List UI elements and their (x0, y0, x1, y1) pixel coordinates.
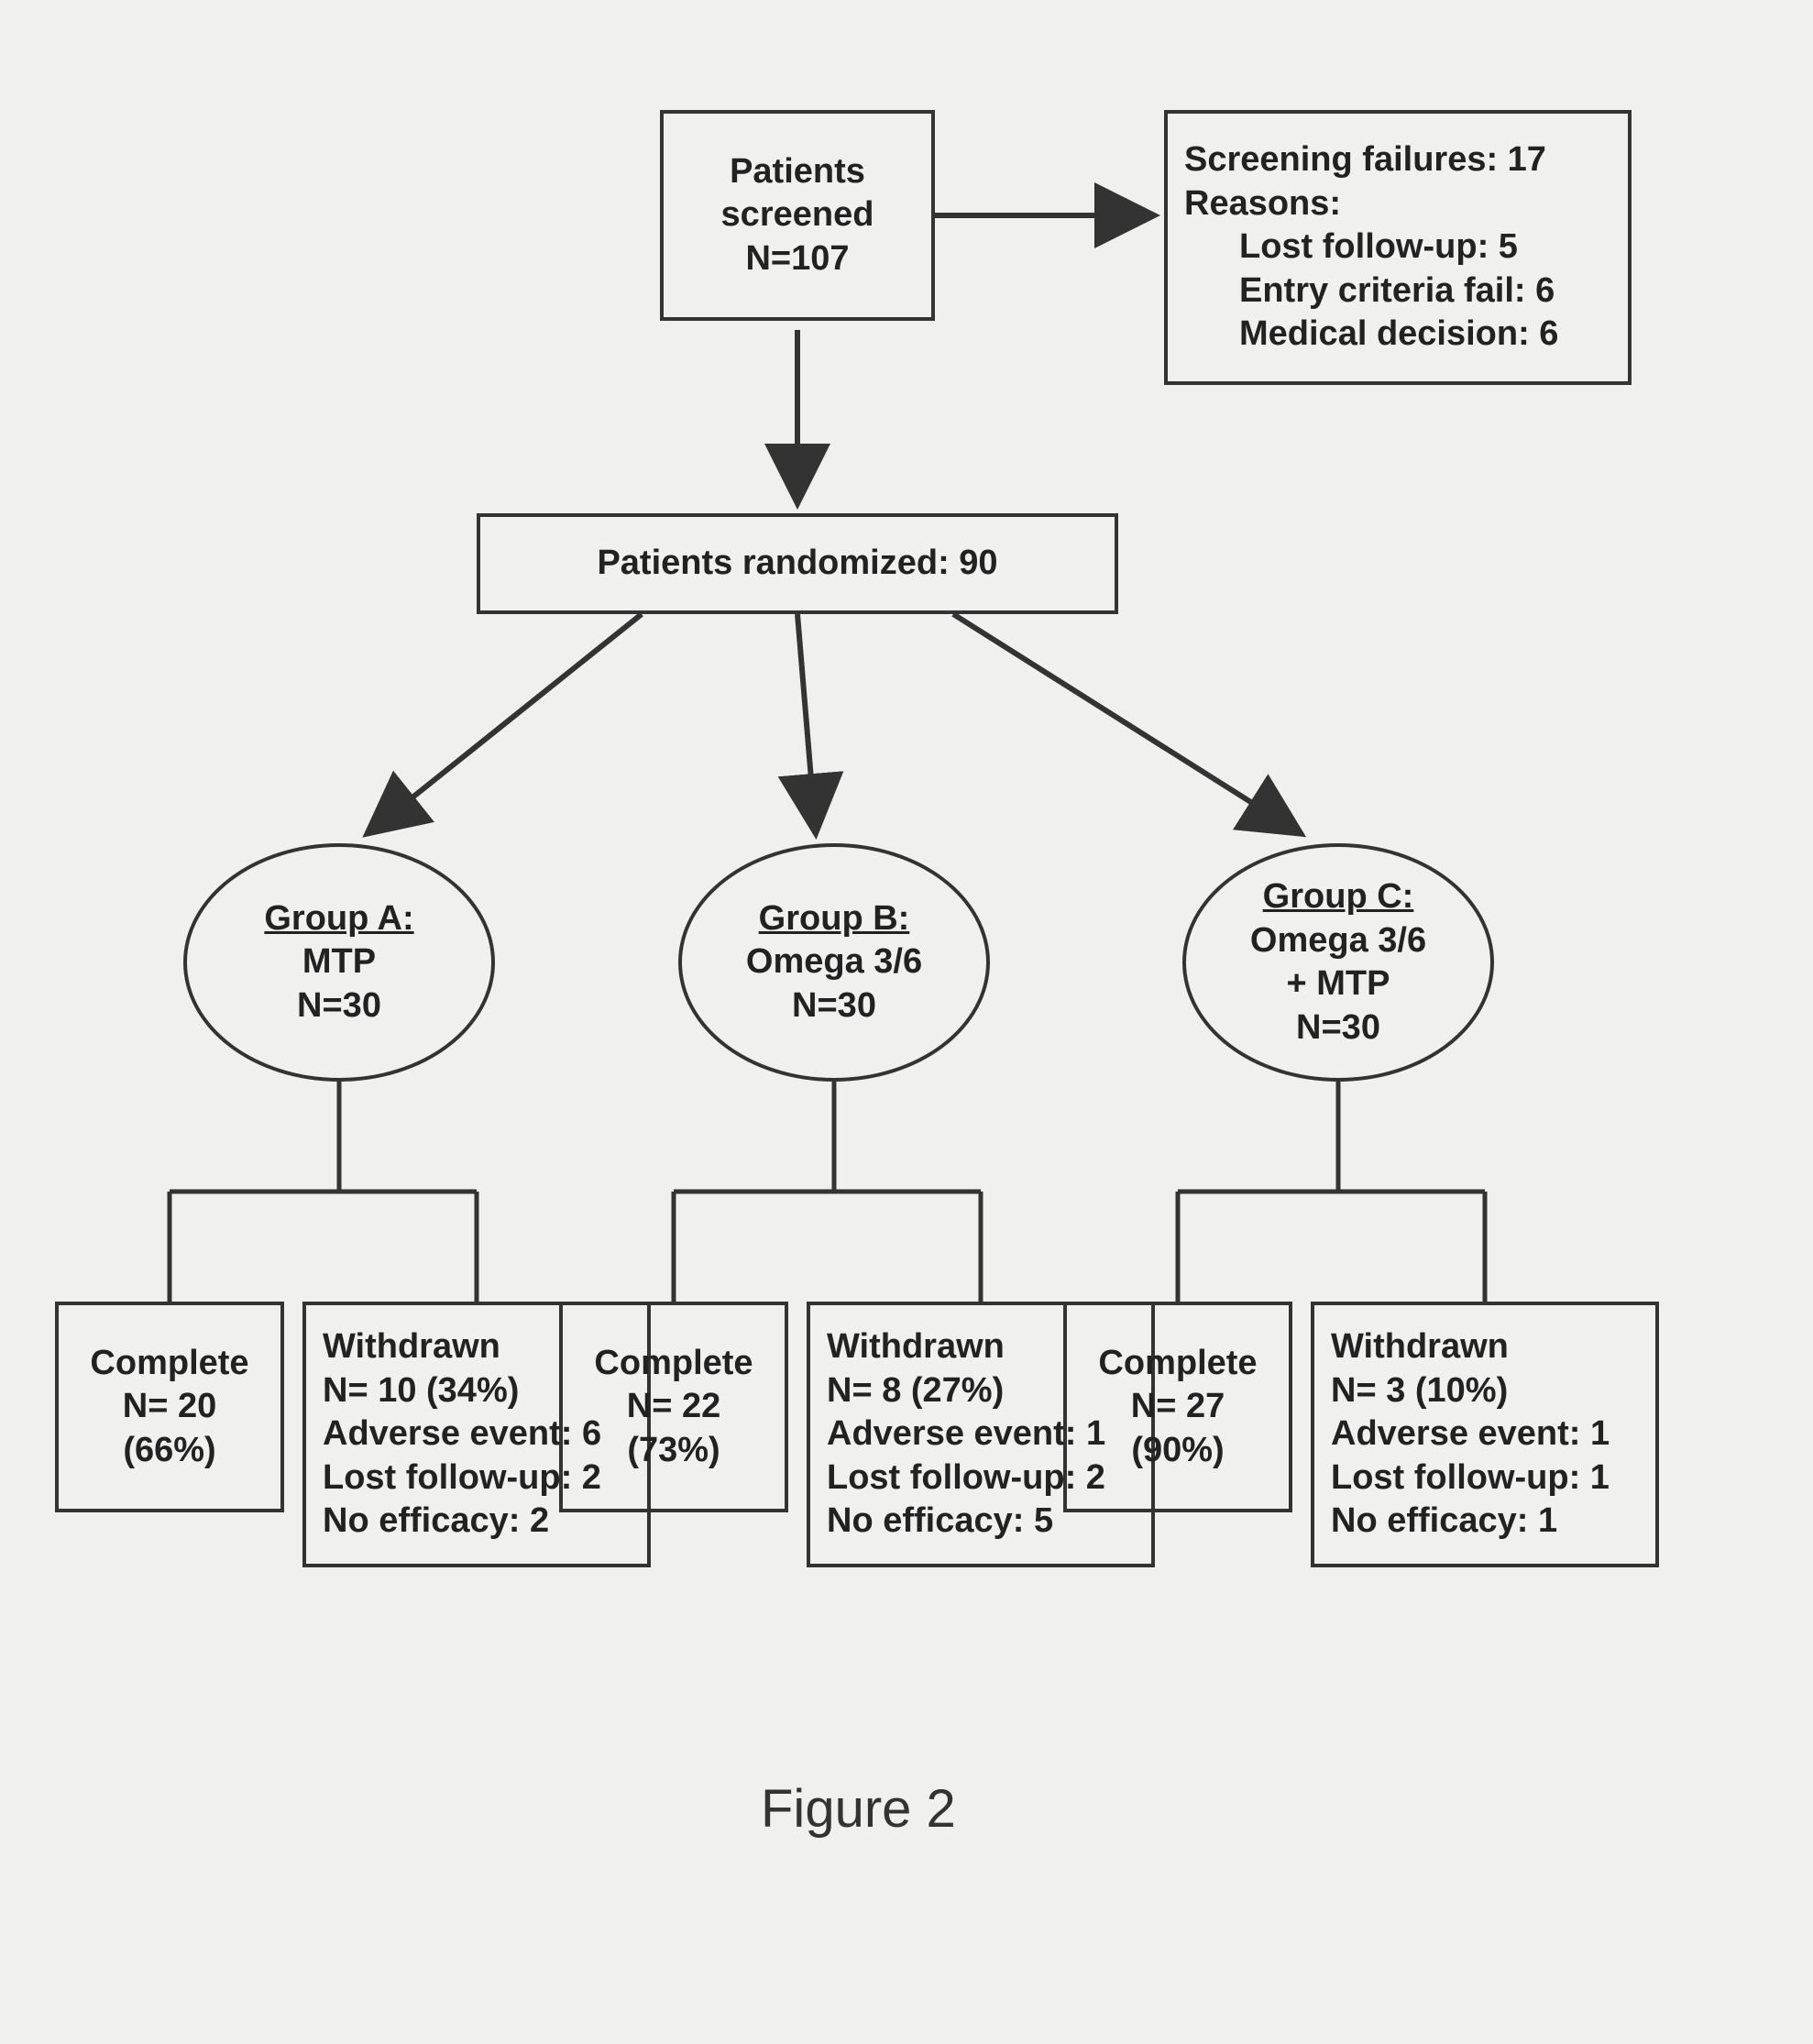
group-c-complete-box: Complete N= 27 (90%) (1063, 1302, 1292, 1512)
text: N= 27 (1131, 1385, 1225, 1429)
group-b-complete-box: Complete N= 22 (73%) (559, 1302, 788, 1512)
text: Complete (90, 1342, 248, 1386)
group-c-ellipse: Group C: Omega 3/6 + MTP N=30 (1182, 843, 1494, 1082)
text: MTP (302, 940, 376, 984)
figure-label: Figure 2 (761, 1778, 956, 1840)
text: Entry criteria fail: 6 (1184, 269, 1611, 313)
text: N= 22 (627, 1385, 720, 1429)
text: No efficacy: 1 (1331, 1500, 1639, 1544)
text: Omega 3/6 (746, 940, 922, 984)
group-c-withdrawn-box: Withdrawn N= 3 (10%) Adverse event: 1 Lo… (1311, 1302, 1659, 1567)
text: + MTP (1287, 962, 1390, 1006)
randomized-box: Patients randomized: 90 (477, 513, 1118, 614)
text: Lost follow-up: 5 (1184, 225, 1611, 269)
text: N= 3 (10%) (1331, 1369, 1639, 1413)
text: Patients randomized: 90 (597, 542, 997, 586)
group-a-complete-box: Complete N= 20 (66%) (55, 1302, 284, 1512)
group-b-ellipse: Group B: Omega 3/6 N=30 (678, 843, 990, 1082)
text: Complete (594, 1342, 753, 1386)
text: N=107 (745, 237, 849, 281)
text: N=30 (297, 984, 381, 1028)
text: (73%) (627, 1429, 720, 1473)
text: N=30 (792, 984, 876, 1028)
text: screened (721, 193, 874, 237)
group-title: Group C: (1263, 875, 1414, 919)
text: Lost follow-up: 1 (1331, 1456, 1639, 1500)
text: Withdrawn (1331, 1325, 1639, 1369)
text: Screening failures: 17 (1184, 138, 1611, 182)
text: Adverse event: 1 (1331, 1412, 1639, 1456)
text: Complete (1098, 1342, 1257, 1386)
group-a-ellipse: Group A: MTP N=30 (183, 843, 495, 1082)
text: Reasons: (1184, 182, 1611, 226)
group-title: Group A: (264, 897, 413, 941)
text: N=30 (1296, 1006, 1380, 1050)
text: Omega 3/6 (1250, 919, 1426, 963)
flowchart-canvas: Patients screened N=107 Screening failur… (0, 0, 1813, 2044)
text: N= 20 (123, 1385, 216, 1429)
text: (66%) (123, 1429, 215, 1473)
text: Medical decision: 6 (1184, 313, 1611, 357)
screening-failures-box: Screening failures: 17 Reasons: Lost fol… (1164, 110, 1632, 385)
text: Patients (730, 150, 865, 194)
patients-screened-box: Patients screened N=107 (660, 110, 935, 321)
group-title: Group B: (759, 897, 910, 941)
text: (90%) (1131, 1429, 1224, 1473)
